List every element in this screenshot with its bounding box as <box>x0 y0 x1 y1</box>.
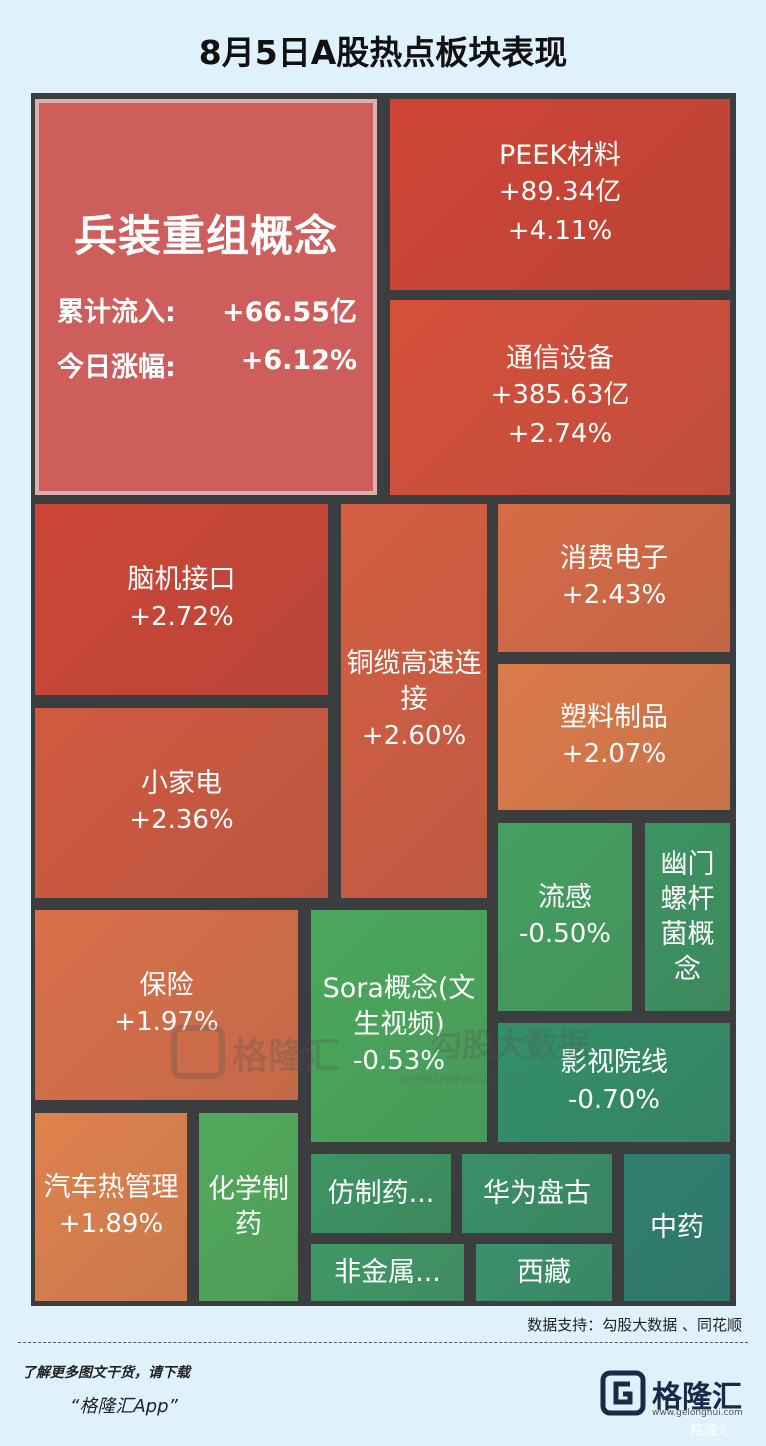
tile-inflow: +89.34亿 <box>498 177 622 208</box>
tile-name: 中药 <box>650 1211 704 1243</box>
tile-peek[interactable]: PEEK材料 +89.34亿 +4.11% <box>390 99 730 290</box>
tile-name: 非金属... <box>334 1256 441 1288</box>
promo-text: 了解更多图文干货，请下载 <box>22 1365 190 1381</box>
tile-h-pylori[interactable]: 幽门螺杆菌概念 <box>645 823 730 1011</box>
treemap: 兵装重组概念 累计流入: +66.55亿 今日涨幅: +6.12% PEEK材料… <box>31 93 736 1306</box>
tile-tibet[interactable]: 西藏 <box>476 1244 612 1301</box>
tile-change: -0.53% <box>353 1045 445 1076</box>
tile-film[interactable]: 影视院线 -0.70% <box>498 1023 730 1142</box>
tile-tcm[interactable]: 中药 <box>624 1154 730 1301</box>
tile-change: +4.11% <box>507 216 613 247</box>
tile-insurance[interactable]: 保险 +1.97% <box>35 910 298 1100</box>
tile-name: 铜缆高速连接 <box>346 648 482 715</box>
tile-name: 脑机接口 <box>127 564 236 596</box>
tile-plastics[interactable]: 塑料制品 +2.07% <box>498 664 730 810</box>
tile-inflow: +385.63亿 <box>490 380 630 411</box>
brand-logo-icon <box>600 1370 646 1416</box>
tile-sora[interactable]: Sora概念(文生视频) -0.53% <box>311 910 487 1142</box>
tile-flu[interactable]: 流感 -0.50% <box>498 823 632 1011</box>
tile-name: 汽车热管理 <box>43 1171 179 1203</box>
tile-change: +1.89% <box>58 1209 164 1240</box>
tile-bci[interactable]: 脑机接口 +2.72% <box>35 504 328 695</box>
tile-change: +1.97% <box>114 1007 219 1038</box>
tile-huawei-pangu[interactable]: 华为盘古 <box>462 1154 612 1233</box>
tile-name: 华为盘古 <box>483 1177 591 1209</box>
tile-auto-thermal[interactable]: 汽车热管理 +1.89% <box>35 1113 187 1301</box>
featured-change-row: 今日涨幅: +6.12% <box>55 345 357 384</box>
tile-name: 小家电 <box>141 767 222 799</box>
tile-change: +2.74% <box>507 419 613 450</box>
featured-inflow-row: 累计流入: +66.55亿 <box>55 290 357 329</box>
tile-change: +2.07% <box>561 739 667 770</box>
tile-change: +2.72% <box>129 601 234 632</box>
tile-copper-cable[interactable]: 铜缆高速连接 +2.60% <box>341 504 487 898</box>
app-name[interactable]: “格隆汇App” <box>70 1396 178 1417</box>
tile-change: +2.60% <box>361 720 467 751</box>
tile-name: 幽门螺杆菌概念 <box>660 848 715 986</box>
tile-name: 塑料制品 <box>560 701 668 733</box>
data-source: 数据支持：勾股大数据 、同花顺 <box>527 1316 742 1334</box>
tile-change: -0.50% <box>519 919 611 950</box>
tile-change: +2.43% <box>561 580 667 611</box>
tile-chem-pharma[interactable]: 化学制药 <box>199 1113 298 1301</box>
tile-name: 保险 <box>139 969 194 1001</box>
tile-generic-drugs[interactable]: 仿制药... <box>311 1154 451 1233</box>
tile-name: PEEK材料 <box>498 139 622 171</box>
tile-nonmetal[interactable]: 非金属... <box>311 1244 464 1301</box>
tile-name: Sora概念(文生视频) <box>322 973 476 1040</box>
tile-name: 仿制药... <box>327 1177 435 1209</box>
page-title: 8月5日A股热点板块表现 <box>198 33 568 72</box>
tile-name: 消费电子 <box>560 542 668 574</box>
tile-name: 通信设备 <box>506 342 614 374</box>
tile-small-appliance[interactable]: 小家电 +2.36% <box>35 708 328 898</box>
brand-name: 格隆汇 <box>652 1380 742 1415</box>
featured-name: 兵装重组概念 <box>74 212 338 262</box>
tile-name: 影视院线 <box>560 1047 668 1079</box>
brand-url: www.gelonghui.com <box>652 1408 743 1418</box>
change-value: +6.12% <box>240 345 357 376</box>
corner-watermark: 格隆汇 <box>690 1423 732 1439</box>
change-label: 今日涨幅: <box>57 352 176 383</box>
tile-consumer-electronics[interactable]: 消费电子 +2.43% <box>498 504 730 652</box>
tile-name: 流感 <box>538 881 592 913</box>
tile-telecom[interactable]: 通信设备 +385.63亿 +2.74% <box>390 300 730 495</box>
divider <box>18 1342 748 1343</box>
tile-featured[interactable]: 兵装重组概念 累计流入: +66.55亿 今日涨幅: +6.12% <box>35 99 377 495</box>
tile-name: 化学制药 <box>208 1173 289 1240</box>
inflow-value: +66.55亿 <box>221 297 357 328</box>
tile-name: 西藏 <box>517 1256 571 1288</box>
inflow-label: 累计流入: <box>57 297 176 328</box>
tile-change: +2.36% <box>129 805 234 836</box>
tile-change: -0.70% <box>568 1084 660 1115</box>
